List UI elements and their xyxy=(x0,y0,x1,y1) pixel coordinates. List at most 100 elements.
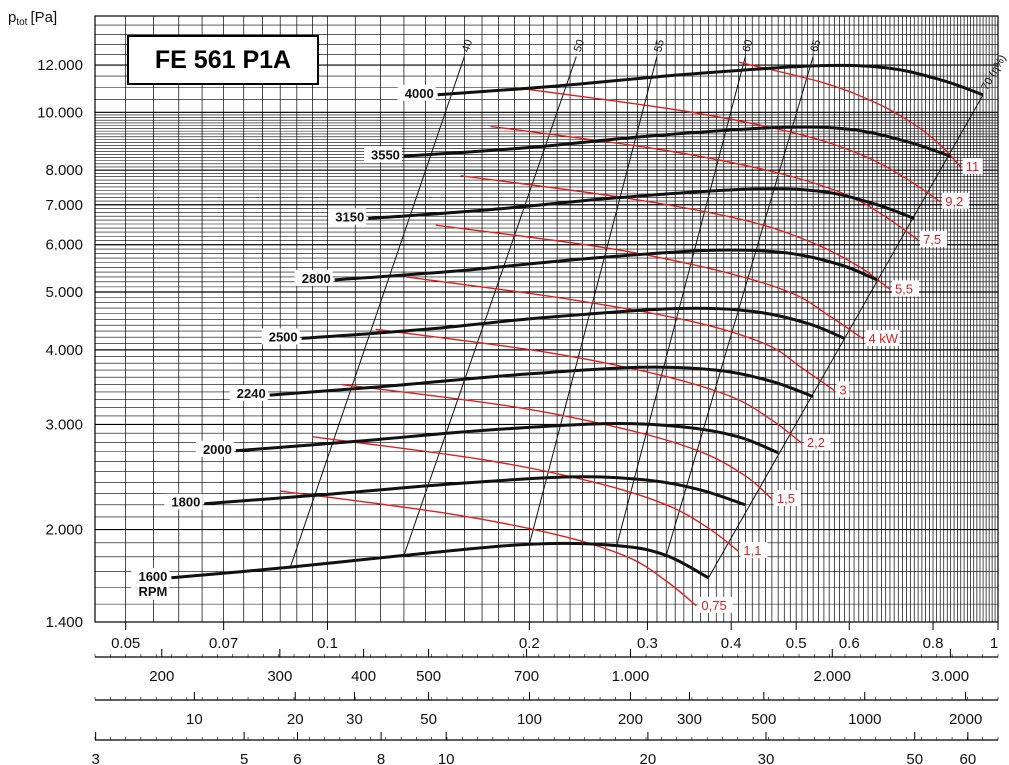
secondary-tick-label: 30 xyxy=(758,751,775,765)
secondary-tick-label: 6 xyxy=(293,751,301,765)
y-tick-label: 7.000 xyxy=(45,197,83,214)
power-label-bg xyxy=(698,596,733,613)
y-tick-label: 6.000 xyxy=(45,237,83,254)
power-curve xyxy=(460,175,891,290)
secondary-tick-label: 100 xyxy=(517,711,542,728)
secondary-tick-label: 1.000 xyxy=(612,668,650,685)
power-curve xyxy=(406,276,835,392)
efficiency-label: 70 (η%) xyxy=(979,53,1008,92)
efficiency-line xyxy=(665,56,814,556)
power-label-bg xyxy=(773,490,801,507)
x-tick-label: 0.07 xyxy=(209,635,238,652)
rpm-label: 2000 xyxy=(203,442,232,457)
rpm-curve xyxy=(269,365,814,399)
power-label: 11 xyxy=(966,159,980,174)
efficiency-lines: 40 50 55 60 65 70 (η%) xyxy=(289,38,1009,579)
power-label-bg xyxy=(891,280,919,297)
y-tick-label: 2.000 xyxy=(45,522,83,539)
rpm-label: 2800 xyxy=(302,271,331,286)
efficiency-label: 55 xyxy=(652,38,667,53)
secondary-tick-label: 20 xyxy=(640,751,657,765)
secondary-tick-label: 60 xyxy=(959,751,976,765)
secondary-tick-label: 500 xyxy=(751,711,776,728)
rpm-label-bg xyxy=(229,385,268,402)
power-label-bg xyxy=(865,330,900,347)
secondary-tick-label: 1000 xyxy=(848,711,881,728)
rpm-label-bg xyxy=(261,328,300,345)
x-tick-label: 1 xyxy=(990,635,998,652)
chart-title: FE 561 P1A xyxy=(155,46,291,74)
rpm-label: 1600 xyxy=(138,569,167,584)
power-label: 3 xyxy=(839,382,846,397)
efficiency-label: 65 xyxy=(808,38,823,53)
rpm-curve xyxy=(403,125,952,158)
x-tick-label: 0.8 xyxy=(923,635,944,652)
y-tick-label: 8.000 xyxy=(45,162,83,179)
rpm-label: 4000 xyxy=(405,86,434,101)
rpm-curve xyxy=(204,475,746,507)
rpm-label-bg xyxy=(294,269,333,286)
rpm-label-bg xyxy=(131,567,170,584)
secondary-tick-label: 50 xyxy=(420,711,437,728)
power-curve xyxy=(514,86,941,203)
y-tick-label: 3.000 xyxy=(45,416,83,433)
rpm-label-bg xyxy=(164,493,203,510)
efficiency-line xyxy=(289,56,465,568)
power-curve xyxy=(435,224,864,340)
rpm-curve xyxy=(334,248,878,282)
power-label: 5,5 xyxy=(895,281,913,296)
power-label-bg xyxy=(803,434,831,451)
grid xyxy=(94,15,999,623)
y-axis-label-text: ptot [Pa] xyxy=(8,9,57,28)
efficiency-line xyxy=(616,56,746,546)
rpm-label: 3550 xyxy=(371,147,400,162)
secondary-tick-label: 200 xyxy=(149,668,174,685)
rpm-label: 2240 xyxy=(237,386,266,401)
x-tick-label: 0.05 xyxy=(111,635,140,652)
power-label: 0,75 xyxy=(701,598,726,613)
rpm-label2-bg xyxy=(131,583,170,600)
power-curve xyxy=(738,61,962,168)
secondary-tick-label: 30 xyxy=(346,711,363,728)
efficiency-line xyxy=(403,56,577,556)
efficiency-label: 60 xyxy=(741,38,756,53)
y-tick-label: 4.000 xyxy=(45,342,83,359)
rpm-label-bg xyxy=(363,146,402,163)
y-axis-label: ptot [Pa] xyxy=(8,9,57,28)
power-label: 7,5 xyxy=(923,232,941,247)
rpm-label: 2500 xyxy=(269,329,298,344)
power-label: 1,5 xyxy=(777,491,795,506)
x-tick-label: 0.2 xyxy=(519,635,540,652)
secondary-tick-label: 300 xyxy=(267,668,292,685)
power-label-bg xyxy=(962,157,983,174)
power-curve xyxy=(375,328,803,444)
power-label: 4 kW xyxy=(868,331,898,346)
secondary-tick-label: 50 xyxy=(906,751,923,765)
power-label-bg xyxy=(920,231,948,248)
secondary-tick-label: 300 xyxy=(677,711,702,728)
secondary-tick-label: 3.000 xyxy=(932,668,970,685)
power-label-bg xyxy=(740,542,768,559)
power-curve xyxy=(341,383,773,500)
power-curve xyxy=(280,490,697,607)
secondary-tick-label: 5 xyxy=(240,751,248,765)
rpm-label: 3150 xyxy=(335,209,364,224)
secondary-tick-label: 20 xyxy=(287,711,304,728)
rpm-label: 1800 xyxy=(171,495,200,510)
power-label-bg xyxy=(836,381,850,398)
rpm-curve xyxy=(368,187,915,220)
efficiency-line xyxy=(708,94,984,579)
secondary-tick-label: 2.000 xyxy=(813,668,851,685)
chart-title-box: FE 561 P1A xyxy=(127,35,319,85)
rpm-curve xyxy=(235,421,779,455)
efficiency-label: 50 xyxy=(572,38,587,54)
x-tick-label: 0.4 xyxy=(721,635,742,652)
y-tick-label: 1.400 xyxy=(45,614,83,631)
secondary-tick-label: 2000 xyxy=(949,711,982,728)
rpm-curve xyxy=(301,306,845,340)
secondary-tick-label: 8 xyxy=(377,751,385,765)
x-tick-label: 0.6 xyxy=(839,635,860,652)
power-label-bg xyxy=(942,192,970,209)
secondary-tick-label: 3 xyxy=(91,751,99,765)
